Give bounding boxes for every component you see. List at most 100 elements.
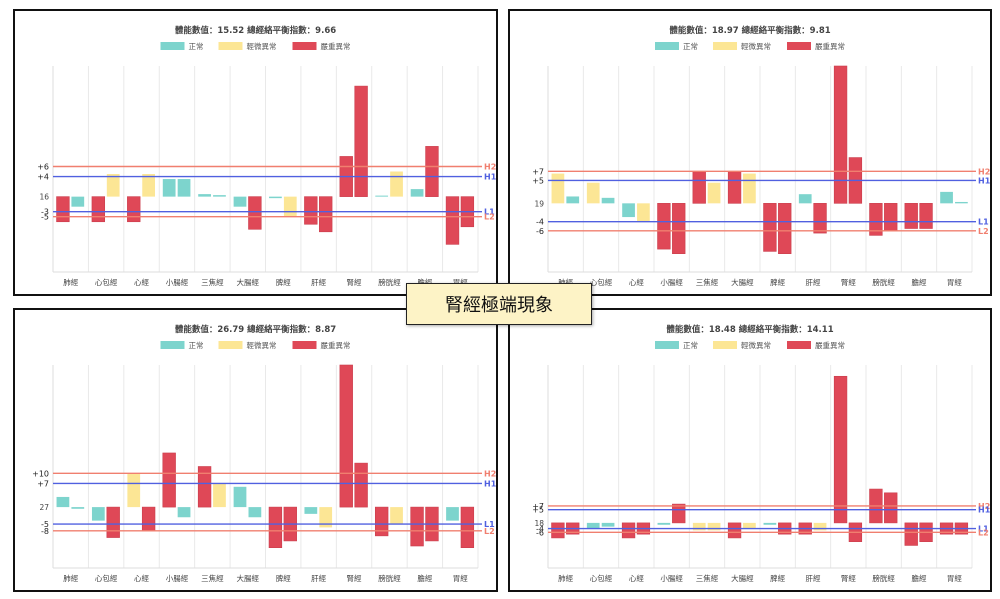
threshold-name-h2: H2 [484, 162, 496, 171]
bar-心包經-1 [586, 182, 600, 204]
bar-脾經-1 [763, 522, 777, 525]
category-label-大腸經: 大腸經 [237, 277, 260, 287]
threshold-name-h1: H1 [484, 479, 496, 488]
bar-肺經-1 [56, 196, 70, 223]
threshold-name-h1: H1 [484, 173, 496, 182]
category-label-脾經: 脾經 [770, 573, 786, 583]
bar-胃經-1 [446, 507, 459, 521]
threshold-name-h2: H2 [978, 502, 990, 511]
threshold-label-l1: -5 [41, 520, 49, 529]
bar-小腸經-2 [177, 179, 191, 197]
bar-肺經-1 [551, 173, 565, 204]
bar-脾經-1 [268, 506, 283, 549]
threshold-label-l2: -6 [536, 528, 544, 537]
bar-膀胱經-1 [374, 506, 389, 537]
bar-肝經-1 [798, 194, 812, 204]
bar-心經-1 [127, 473, 141, 508]
chart-svg-4: 體能數值：18.48 總經絡平衡指數：14.11 正常 輕微異常 嚴重異常 H2 +7 H1… [532, 324, 990, 583]
category-label-膀胱經: 膀胱經 [872, 277, 895, 287]
bar-膽經-1 [904, 522, 918, 546]
category-label-心包經: 心包經 [95, 277, 118, 287]
bar-膽經-2 [919, 203, 933, 229]
bar-三焦經-1 [198, 194, 211, 197]
bar-心包經-2 [106, 506, 120, 538]
category-label-腎經: 腎經 [347, 573, 362, 583]
threshold-label-l1: -4 [536, 525, 544, 534]
category-label-心包經: 心包經 [95, 573, 118, 583]
baseline-label: 19 [534, 199, 544, 208]
bar-心包經-1 [91, 196, 106, 223]
threshold-label-l2: -6 [536, 227, 544, 236]
threshold-label-h1: +5 [532, 176, 544, 185]
threshold-label-l2: -8 [41, 527, 49, 536]
category-label-腎經: 腎經 [841, 277, 856, 287]
threshold-label-h1: +4 [37, 173, 49, 182]
category-label-肺經: 肺經 [558, 277, 573, 287]
bar-心經-2 [637, 203, 650, 222]
threshold-name-l2: L2 [484, 527, 495, 536]
bar-三焦經-2 [707, 522, 721, 531]
threshold-label-h1: +7 [37, 479, 49, 488]
bar-膀胱經-1 [375, 195, 389, 197]
category-label-膽經: 膽經 [417, 277, 432, 287]
bar-心包經-1 [91, 507, 105, 521]
threshold-label-h2: +10 [32, 469, 49, 478]
legend-label-severe: 嚴重異常 [815, 341, 845, 350]
threshold-name-h2: H2 [978, 167, 990, 176]
legend-label-severe: 嚴重異常 [815, 42, 845, 51]
bar-大腸經-1 [233, 196, 247, 207]
bar-小腸經-1 [657, 522, 671, 525]
legend-swatch-severe [292, 341, 317, 349]
bar-腎經-1 [833, 375, 848, 524]
category-label-膽經: 膽經 [912, 573, 927, 583]
category-label-膽經: 膽經 [417, 573, 432, 583]
bar-肝經-2 [319, 196, 333, 233]
bar-小腸經-1 [657, 203, 671, 250]
category-label-心包經: 心包經 [590, 573, 613, 583]
bar-大腸經-2 [743, 173, 756, 204]
category-label-肺經: 肺經 [63, 277, 78, 287]
category-label-膀胱經: 膀胱經 [378, 277, 401, 287]
bar-肺經-1 [56, 496, 70, 508]
category-label-脾經: 脾經 [276, 277, 291, 287]
category-label-肺經: 肺經 [63, 573, 78, 583]
bar-大腸經-1 [727, 522, 742, 539]
bar-肝經-2 [813, 522, 827, 531]
category-label-大腸經: 大腸經 [237, 573, 260, 583]
category-label-腎經: 腎經 [347, 277, 362, 287]
bar-肝經-2 [319, 507, 333, 528]
legend-swatch-severe [787, 42, 811, 50]
bar-脾經-1 [269, 196, 282, 199]
bar-心經-1 [127, 196, 141, 223]
category-label-小腸經: 小腸經 [660, 573, 683, 583]
chart-svg-2: 體能數值：18.97 總經絡平衡指數：9.81 正常 輕微異常 嚴重異常 H2 +7 H1 +… [532, 25, 990, 287]
category-label-大腸經: 大腸經 [731, 573, 754, 583]
threshold-name-l1: L1 [978, 218, 989, 227]
bar-胃經-2 [955, 201, 968, 204]
category-label-三焦經: 三焦經 [696, 573, 719, 583]
bar-脾經-2 [283, 196, 297, 217]
threshold-name-h1: H1 [978, 506, 990, 515]
chart-title: 體能數值：15.52 總經絡平衡指數：9.66 [175, 25, 336, 36]
bar-腎經-1 [339, 364, 353, 508]
category-label-肝經: 肝經 [806, 573, 821, 583]
category-label-心經: 心經 [629, 573, 644, 583]
bar-肺經-2 [71, 507, 85, 509]
threshold-name-l2: L2 [484, 213, 495, 222]
bar-腎經-2 [354, 462, 368, 508]
category-label-肝經: 肝經 [311, 573, 326, 583]
legend-label-mild: 輕微異常 [741, 41, 771, 51]
bar-心經-1 [621, 522, 636, 539]
bar-小腸經-1 [162, 452, 176, 508]
threshold-name-l2: L2 [978, 528, 989, 537]
bar-脾經-2 [778, 203, 792, 254]
bar-肝經-1 [304, 507, 318, 514]
category-label-大腸經: 大腸經 [731, 277, 754, 287]
bar-脾經-1 [763, 203, 777, 252]
bar-膽經-1 [410, 506, 424, 547]
bar-小腸經-2 [177, 507, 191, 518]
chart-title: 體能數值：18.48 總經絡平衡指數：14.11 [666, 324, 833, 335]
threshold-label-l2: -5 [41, 213, 49, 222]
category-label-三焦經: 三焦經 [201, 573, 224, 583]
category-label-肺經: 肺經 [558, 573, 573, 583]
